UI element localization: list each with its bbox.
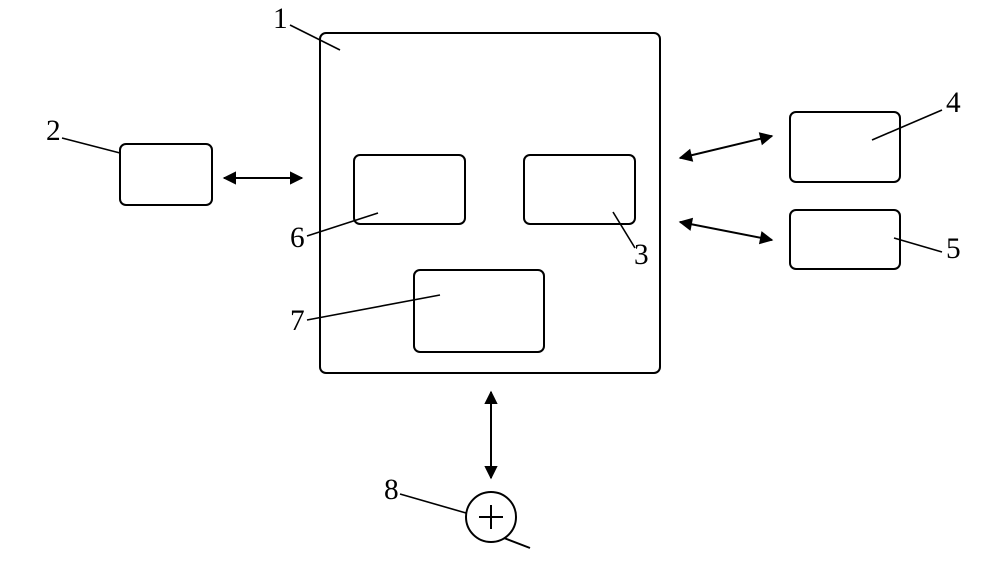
leader-line-1 <box>290 25 340 50</box>
link-1-4 <box>680 136 772 158</box>
block-5 <box>790 210 900 269</box>
block-diagram: 1 2 3 4 5 6 7 8 <box>0 0 1000 582</box>
label-1: 1 <box>273 3 288 35</box>
label-8: 8 <box>384 474 399 506</box>
label-5: 5 <box>946 233 961 265</box>
block-7 <box>414 270 544 352</box>
leader-line-3 <box>613 212 635 248</box>
leader-line-8 <box>400 494 466 513</box>
link-1-5 <box>680 222 772 240</box>
leader-line-5 <box>894 238 942 252</box>
label-6: 6 <box>290 222 305 254</box>
block-4 <box>790 112 900 182</box>
leader-line-4 <box>872 110 942 140</box>
leader-line-7 <box>307 295 440 320</box>
leader-line-2 <box>62 138 120 153</box>
label-2: 2 <box>46 115 61 147</box>
source-8 <box>466 492 530 548</box>
label-3: 3 <box>634 239 649 271</box>
block-2 <box>120 144 212 205</box>
block-6 <box>354 155 465 224</box>
block-3 <box>524 155 635 224</box>
main-block-1 <box>320 33 660 373</box>
label-7: 7 <box>290 305 305 337</box>
label-4: 4 <box>946 87 961 119</box>
